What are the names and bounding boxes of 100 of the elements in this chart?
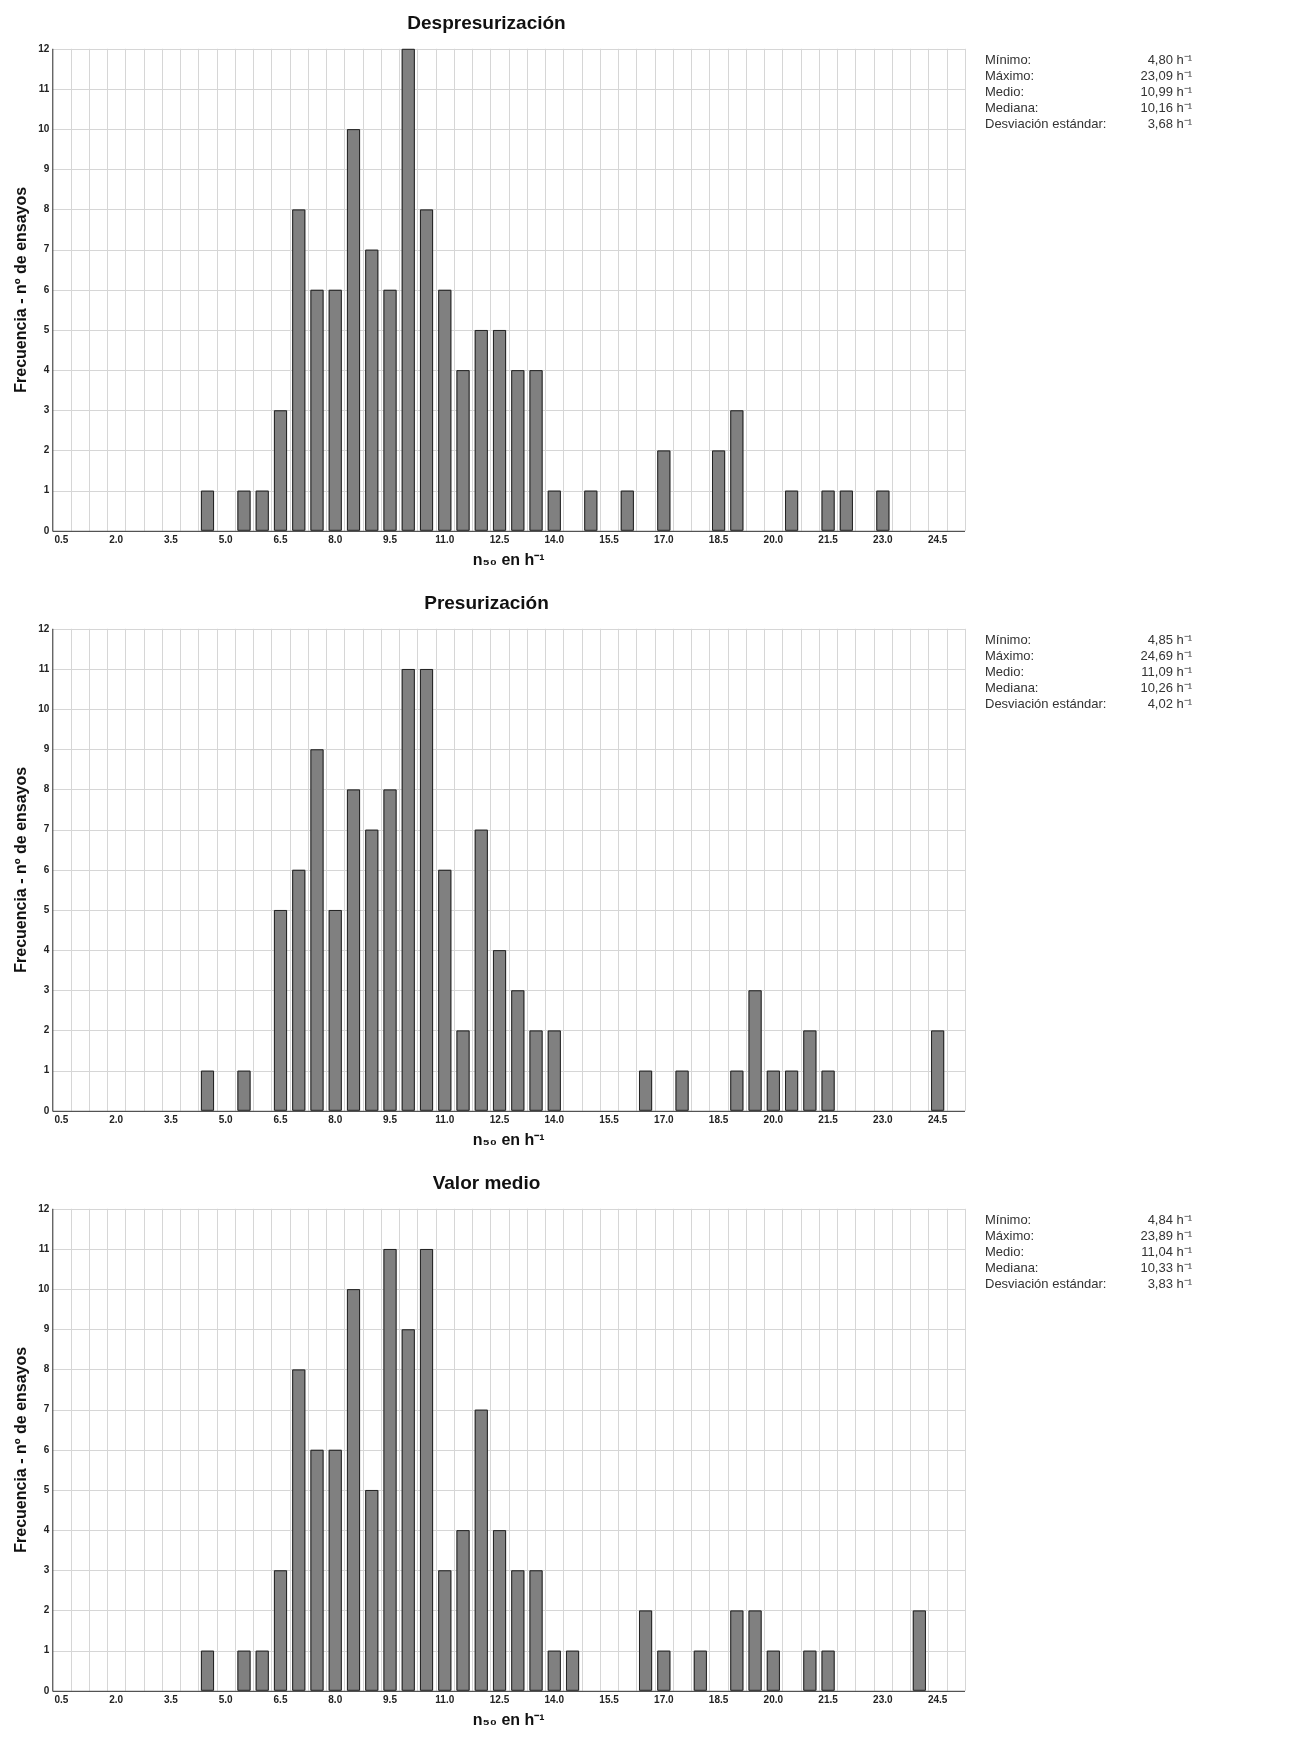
x-tick-label: 14.0 — [544, 533, 565, 545]
x-tick-label: 20.0 — [763, 533, 784, 545]
text: 3,83 h⁻¹ — [1146, 1276, 1193, 1292]
y-tick-label: 10 — [38, 1282, 50, 1294]
y-tick-label: 11 — [38, 662, 50, 674]
y-tick-label: 12 — [38, 42, 50, 54]
x-tick-label: 2.0 — [109, 533, 124, 545]
x-tick-label: 9.5 — [383, 1113, 398, 1125]
y-tick-label: 8 — [43, 1363, 50, 1375]
x-tick-label: 6.5 — [273, 1113, 288, 1125]
chart-title: Valor medio — [432, 1171, 541, 1193]
x-axis-title: n₅₀ en h⁻¹ — [472, 1710, 545, 1728]
x-tick-label: 3.5 — [164, 1693, 179, 1705]
x-tick-label: 17.0 — [654, 1113, 674, 1125]
text: 4,84 h⁻¹ — [1146, 1212, 1193, 1228]
text: 24,69 h⁻¹ — [1140, 648, 1193, 664]
x-tick-label: 12.5 — [489, 533, 510, 545]
x-tick-label: 6.5 — [273, 533, 288, 545]
y-tick-label: 9 — [43, 743, 50, 755]
text: Mínimo: — [985, 632, 1033, 648]
x-tick-label: 15.5 — [599, 1693, 620, 1705]
x-tick-label: 23.0 — [873, 1113, 894, 1125]
x-tick-label: 2.0 — [109, 1693, 124, 1705]
x-tick-label: 8.0 — [328, 1113, 343, 1125]
y-tick-label: 1 — [43, 1644, 50, 1656]
y-tick-label: 11 — [38, 82, 50, 94]
y-tick-label: 8 — [43, 783, 50, 795]
y-tick-label: 1 — [43, 484, 50, 496]
text: Máximo: — [985, 1228, 1036, 1244]
chart-title: Despresurización — [407, 11, 566, 33]
x-tick-label: 17.0 — [654, 533, 674, 545]
y-tick-label: 8 — [43, 203, 50, 215]
y-tick-label: 3 — [43, 1564, 50, 1576]
text: 11,04 h⁻¹ — [1140, 1244, 1193, 1260]
text: Medio: — [985, 664, 1026, 680]
x-tick-label: 24.5 — [927, 533, 948, 545]
y-tick-label: 10 — [38, 702, 50, 714]
y-tick-label: 9 — [43, 163, 50, 175]
y-tick-label: 2 — [43, 1604, 50, 1616]
x-tick-label: 23.0 — [873, 1693, 894, 1705]
x-tick-label: 18.5 — [708, 533, 729, 545]
x-tick-label: 21.5 — [818, 1693, 839, 1705]
text: 23,09 h⁻¹ — [1140, 68, 1193, 84]
text: Máximo: — [985, 648, 1036, 664]
x-tick-label: 24.5 — [927, 1693, 948, 1705]
y-tick-label: 0 — [43, 524, 50, 536]
y-tick-label: 5 — [43, 323, 50, 335]
x-tick-label: 8.0 — [328, 1693, 343, 1705]
x-tick-label: 21.5 — [818, 1113, 839, 1125]
y-tick-label: 4 — [43, 363, 50, 375]
y-tick-label: 5 — [43, 1483, 50, 1495]
y-tick-label: 5 — [43, 903, 50, 915]
text: 3,68 h⁻¹ — [1146, 116, 1193, 132]
x-tick-label: 6.5 — [273, 1693, 288, 1705]
x-tick-label: 9.5 — [383, 533, 398, 545]
x-tick-label: 23.0 — [873, 533, 894, 545]
y-tick-label: 4 — [43, 943, 50, 955]
text: Máximo: — [985, 68, 1036, 84]
x-tick-label: 2.0 — [109, 1113, 124, 1125]
y-tick-label: 1 — [43, 1064, 50, 1076]
x-tick-label: 20.0 — [763, 1113, 784, 1125]
x-tick-label: 17.0 — [654, 1693, 674, 1705]
text: Desviación estándar: — [985, 1276, 1107, 1292]
x-tick-label: 5.0 — [218, 1113, 234, 1125]
y-tick-label: 9 — [43, 1323, 50, 1335]
x-tick-label: 8.0 — [328, 533, 343, 545]
y-tick-label: 12 — [38, 1202, 50, 1214]
x-tick-label: 12.5 — [489, 1693, 510, 1705]
y-tick-label: 7 — [43, 243, 50, 255]
y-tick-label: 6 — [43, 863, 50, 875]
x-tick-label: 11.0 — [435, 1693, 455, 1705]
y-tick-label: 11 — [38, 1242, 50, 1254]
text: Desviación estándar: — [985, 696, 1107, 712]
text: 23,89 h⁻¹ — [1140, 1228, 1193, 1244]
text: 10,26 h⁻¹ — [1140, 680, 1193, 696]
x-axis-title: n₅₀ en h⁻¹ — [472, 1130, 545, 1148]
x-tick-label: 21.5 — [818, 533, 839, 545]
x-tick-label: 12.5 — [489, 1113, 510, 1125]
text: Mínimo: — [985, 1212, 1033, 1228]
y-tick-label: 0 — [43, 1684, 50, 1696]
x-tick-label: 3.5 — [164, 533, 179, 545]
x-tick-label: 5.0 — [218, 533, 234, 545]
x-tick-label: 0.5 — [54, 533, 69, 545]
y-tick-label: 7 — [43, 823, 50, 835]
x-tick-label: 9.5 — [383, 1693, 398, 1705]
x-tick-label: 3.5 — [164, 1113, 179, 1125]
x-tick-label: 14.0 — [544, 1693, 565, 1705]
x-tick-label: 0.5 — [54, 1113, 69, 1125]
y-tick-label: 2 — [43, 444, 50, 456]
text: Desviación estándar: — [985, 116, 1107, 132]
y-tick-label: 7 — [43, 1403, 50, 1415]
x-tick-label: 11.0 — [435, 533, 455, 545]
y-tick-label: 6 — [43, 283, 50, 295]
y-tick-label: 3 — [43, 984, 50, 996]
chart-title: Presurización — [424, 591, 549, 613]
text: Mediana: — [985, 680, 1040, 696]
text: Mediana: — [985, 100, 1040, 116]
y-tick-label: 10 — [38, 122, 50, 134]
x-tick-label: 15.5 — [599, 1113, 620, 1125]
x-tick-label: 24.5 — [927, 1113, 948, 1125]
